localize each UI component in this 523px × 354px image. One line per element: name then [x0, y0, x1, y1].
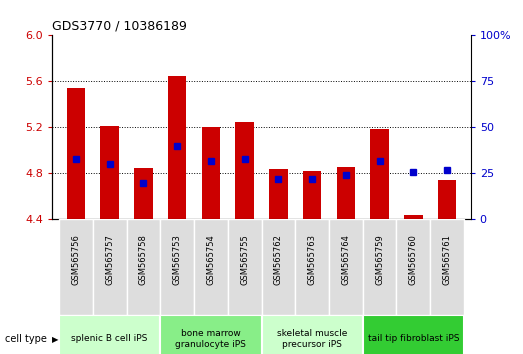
- Text: splenic B cell iPS: splenic B cell iPS: [72, 335, 148, 343]
- Text: GSM565753: GSM565753: [173, 234, 181, 285]
- Bar: [59, 219, 93, 315]
- Text: tail tip fibroblast iPS: tail tip fibroblast iPS: [368, 335, 459, 343]
- Text: GSM565764: GSM565764: [342, 234, 350, 285]
- Bar: [134, 168, 153, 219]
- Bar: [93, 219, 127, 315]
- Bar: [160, 315, 262, 354]
- Bar: [194, 219, 228, 315]
- Bar: [430, 219, 464, 315]
- Bar: [201, 127, 220, 219]
- Text: GSM565758: GSM565758: [139, 234, 148, 285]
- Bar: [303, 171, 322, 219]
- Bar: [337, 167, 355, 219]
- Text: GSM565760: GSM565760: [409, 234, 418, 285]
- Text: cell type: cell type: [5, 334, 47, 344]
- Bar: [228, 219, 262, 315]
- Text: ▶: ▶: [52, 335, 58, 344]
- Bar: [262, 315, 363, 354]
- Bar: [295, 219, 329, 315]
- Bar: [235, 122, 254, 219]
- Text: GSM565759: GSM565759: [375, 234, 384, 285]
- Text: GSM565763: GSM565763: [308, 234, 316, 285]
- Bar: [100, 126, 119, 219]
- Text: GSM565755: GSM565755: [240, 234, 249, 285]
- Bar: [59, 315, 160, 354]
- Text: GSM565756: GSM565756: [72, 234, 81, 285]
- Bar: [438, 181, 457, 219]
- Bar: [363, 315, 464, 354]
- Text: GSM565757: GSM565757: [105, 234, 114, 285]
- Bar: [168, 76, 186, 219]
- Text: GDS3770 / 10386189: GDS3770 / 10386189: [52, 20, 187, 33]
- Text: GSM565761: GSM565761: [442, 234, 451, 285]
- Bar: [370, 129, 389, 219]
- Text: bone marrow
granulocyte iPS: bone marrow granulocyte iPS: [175, 329, 246, 349]
- Bar: [160, 219, 194, 315]
- Bar: [404, 215, 423, 219]
- Bar: [396, 219, 430, 315]
- Text: skeletal muscle
precursor iPS: skeletal muscle precursor iPS: [277, 329, 347, 349]
- Bar: [269, 169, 288, 219]
- Bar: [329, 219, 363, 315]
- Bar: [127, 219, 160, 315]
- Text: GSM565754: GSM565754: [207, 234, 215, 285]
- Text: GSM565762: GSM565762: [274, 234, 283, 285]
- Bar: [66, 88, 85, 219]
- Bar: [262, 219, 295, 315]
- Bar: [363, 219, 396, 315]
